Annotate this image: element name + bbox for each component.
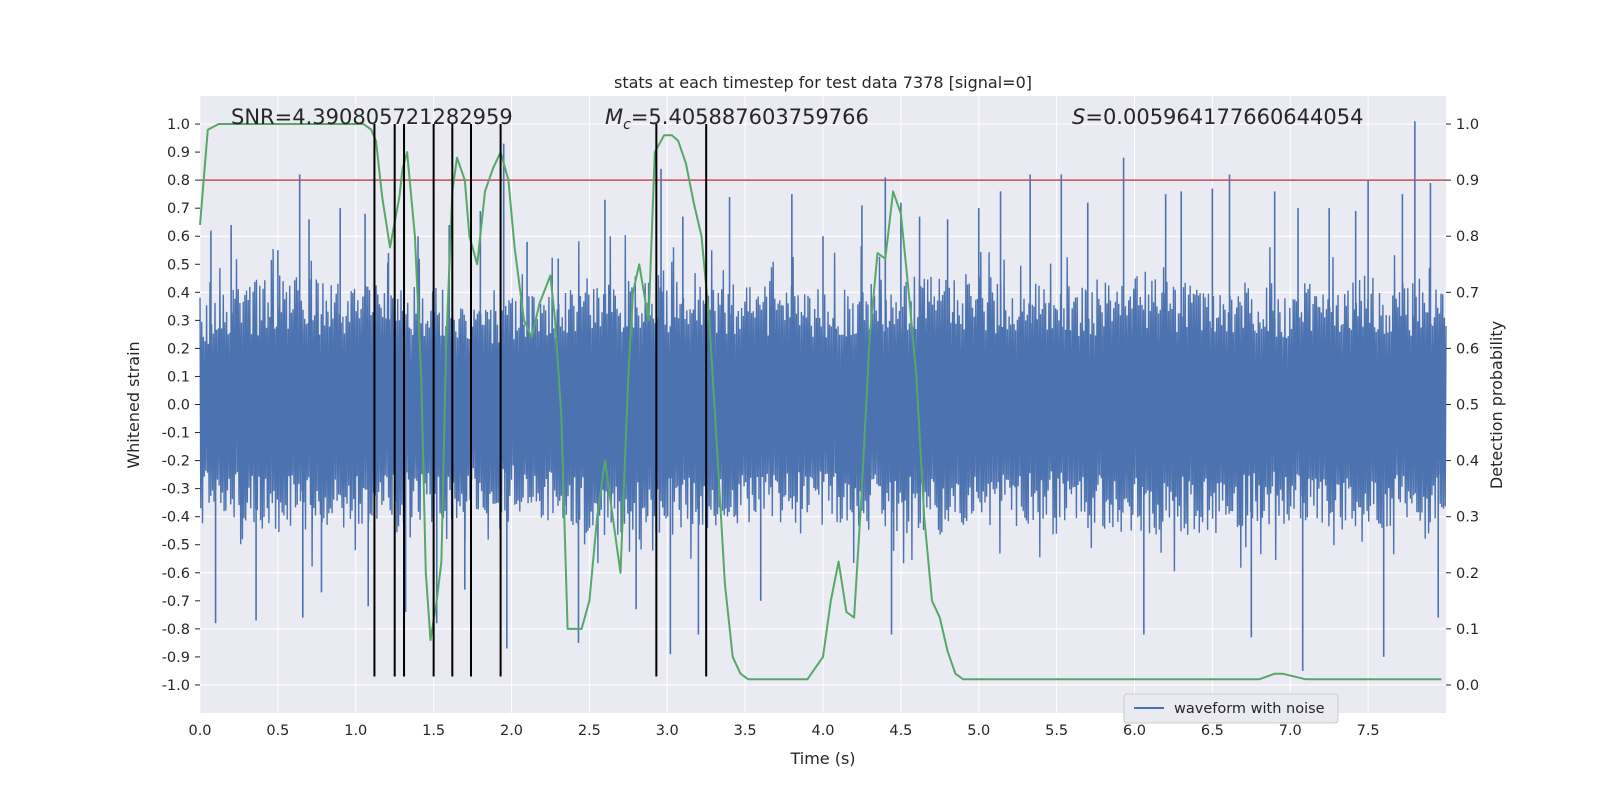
x-tick-label: 0.5 [266, 723, 289, 739]
probability-line [199, 123, 1442, 681]
x-tick-label: 6.5 [1201, 723, 1224, 739]
y-right-tick-label: 0.2 [1456, 566, 1479, 582]
y-left-tick-label: -0.1 [162, 426, 190, 442]
y-right-tick-label: 1.0 [1456, 117, 1479, 133]
x-tick-label: 7.5 [1357, 723, 1380, 739]
x-tick-label: 3.5 [734, 723, 757, 739]
y-left-tick-label: -1.0 [162, 678, 190, 694]
x-tick-label: 1.0 [344, 723, 367, 739]
y-right-tick-label: 0.7 [1456, 285, 1479, 301]
x-tick-label: 2.5 [578, 723, 601, 739]
chart-title: stats at each timestep for test data 737… [614, 73, 1032, 92]
marker-layer [373, 124, 708, 677]
y-right-tick-label: 0.1 [1456, 622, 1479, 638]
y-left-tick-label: 1.0 [167, 117, 190, 133]
x-tick-label: 0.0 [188, 723, 211, 739]
s-symbol: S [1072, 105, 1085, 129]
y-left-tick-label: -0.9 [162, 650, 190, 666]
x-tick-label: 5.5 [1045, 723, 1068, 739]
y-left-tick-label: 0.7 [167, 201, 190, 217]
y-left-tick-label: 0.5 [167, 257, 190, 273]
y-left-tick-label: -0.8 [162, 622, 190, 638]
x-tick-label: 4.5 [889, 723, 912, 739]
y-axis-label-right: Detection probability [1487, 321, 1506, 489]
tick-layer: 0.0 0.5 1.0 1.5 2.0 2.5 3.0 3.5 4.0 4.5 5.0 5.5 6.0 6… [162, 117, 1479, 739]
x-tick-label: 6.0 [1123, 723, 1146, 739]
y-left-tick-label: -0.6 [162, 566, 190, 582]
y-right-tick-label: 0.8 [1456, 229, 1479, 245]
y-left-tick-label: -0.3 [162, 482, 190, 498]
y-left-tick-label: 0.1 [167, 369, 190, 385]
snr-annotation: SNR=4.390805721282959 [231, 105, 513, 129]
x-axis-label: Time (s) [789, 749, 855, 768]
chirp-mass-symbol: M [605, 105, 623, 129]
legend: waveform with noise [1123, 693, 1339, 724]
y-left-tick-label: -0.4 [162, 510, 190, 526]
probability-layer [199, 123, 1442, 681]
s-value: =0.005964177660644054 [1085, 105, 1363, 129]
y-left-tick-label: 0.8 [167, 173, 190, 189]
y-left-tick-label: 0.4 [167, 285, 190, 301]
chirp-mass-subscript: c [623, 117, 631, 133]
y-right-tick-label: 0.5 [1456, 398, 1479, 414]
x-tick-label: 7.0 [1279, 723, 1302, 739]
y-right-tick-label: 0.4 [1456, 454, 1479, 470]
chirp-mass-annotation: Mc=5.405887603759766 [605, 105, 869, 133]
x-tick-label: 4.0 [811, 723, 834, 739]
y-left-tick-label: 0.6 [167, 229, 190, 245]
y-left-tick-label: 0.9 [167, 145, 190, 161]
s-annotation: S=0.005964177660644054 [1072, 105, 1363, 129]
y-left-tick-label: 0.0 [167, 398, 190, 414]
y-left-tick-label: -0.2 [162, 454, 190, 470]
y-right-tick-label: 0.3 [1456, 510, 1479, 526]
legend-entry-waveform: waveform with noise [1174, 701, 1325, 717]
x-tick-label: 5.0 [967, 723, 990, 739]
y-right-tick-label: 0.0 [1456, 678, 1479, 694]
x-tick-label: 3.0 [656, 723, 679, 739]
y-left-tick-label: -0.5 [162, 538, 190, 554]
chirp-mass-value: =5.405887603759766 [631, 105, 869, 129]
y-right-tick-label: 0.9 [1456, 173, 1479, 189]
y-left-tick-label: 0.2 [167, 341, 190, 357]
y-right-tick-label: 0.6 [1456, 341, 1479, 357]
x-tick-label: 1.5 [422, 723, 445, 739]
y-left-tick-label: -0.7 [162, 594, 190, 610]
legend-box [1123, 693, 1339, 724]
x-tick-label: 2.0 [500, 723, 523, 739]
y-axis-label-left: Whitened strain [124, 341, 143, 468]
y-left-tick-label: 0.3 [167, 313, 190, 329]
